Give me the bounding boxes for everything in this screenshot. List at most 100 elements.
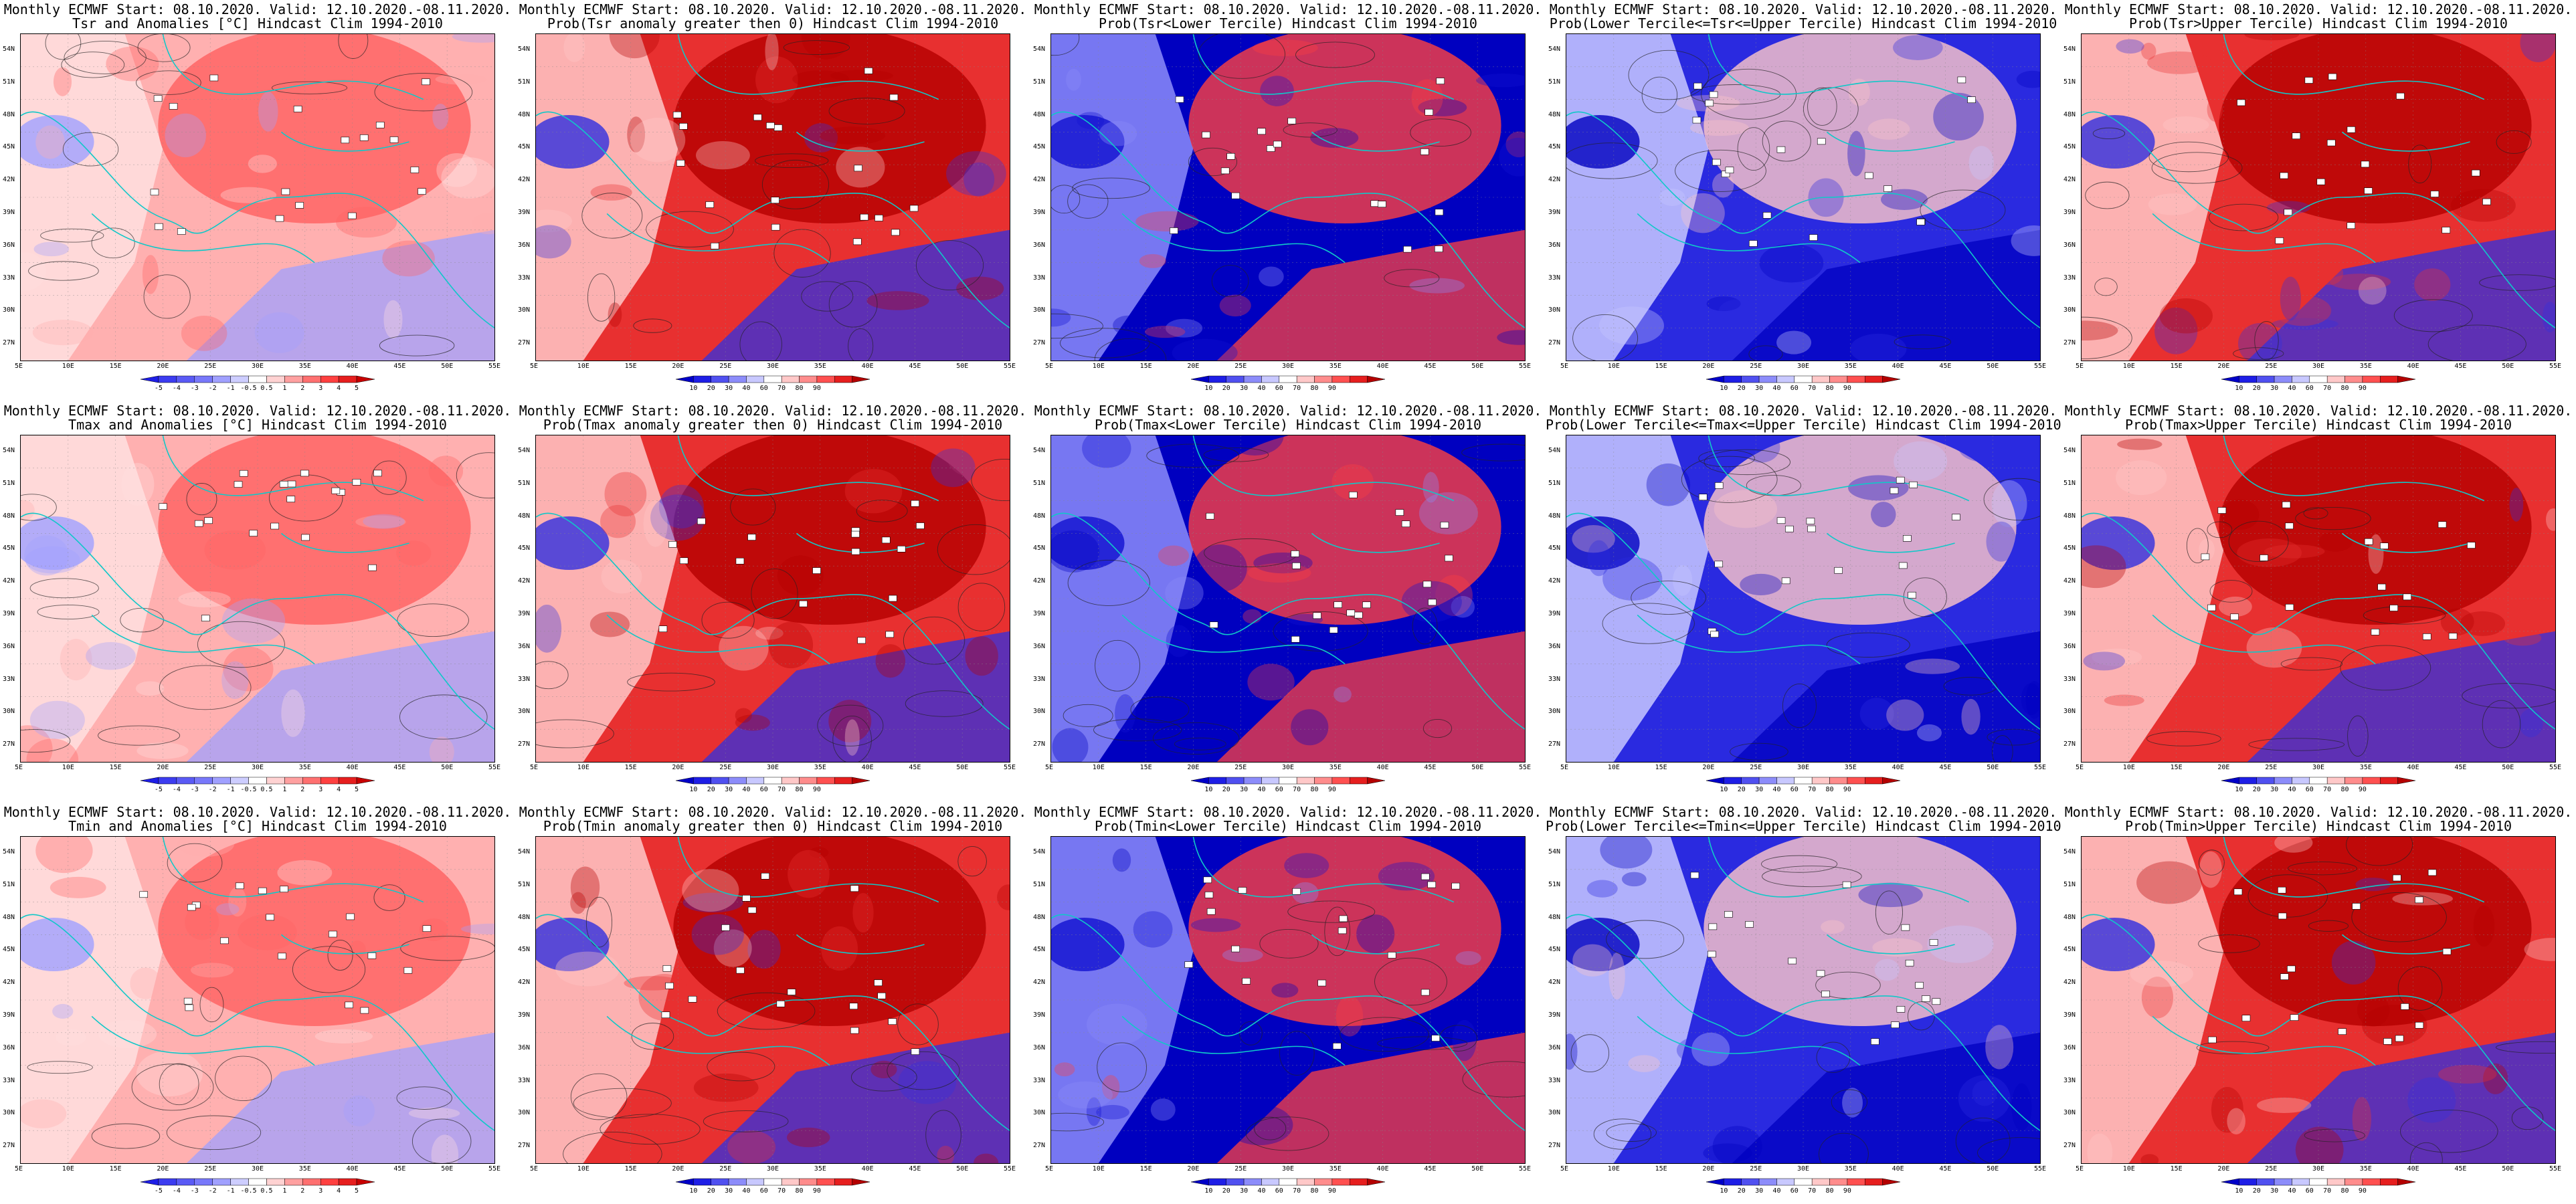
lon-tick-label: 15E (1655, 1165, 1667, 1173)
prob-colorbar-label: 30 (1755, 385, 1763, 392)
panel-title-line1: Monthly ECMWF Start: 08.10.2020. Valid: … (3, 804, 512, 820)
prob-colorbar-label: 10 (2235, 1187, 2243, 1195)
prob-colorbar-label: 30 (2270, 385, 2278, 392)
prob-colorbar-swatch (834, 375, 852, 383)
lon-tick-label: 40E (861, 363, 874, 370)
prob-colorbar-label: 40 (1772, 385, 1780, 392)
lat-tick-label: 54N (1548, 848, 1561, 856)
lon-tick-label: 15E (624, 764, 637, 771)
prob-colorbar-label: 60 (760, 1187, 768, 1195)
lon-tick-label: 20E (157, 363, 169, 370)
lat-tick-label: 33N (1033, 274, 1046, 282)
lat-tick-label: 27N (2063, 740, 2076, 748)
lon-tick-label: 25E (719, 764, 732, 771)
lat-tick-label: 27N (1033, 740, 1046, 748)
prob-colorbar-swatch (834, 1178, 852, 1186)
panel-title-line2: Prob(Lower Tercile<=Tsr<=Upper Tercile) … (1549, 15, 2057, 31)
lon-tick-label: 50E (956, 363, 969, 370)
map-canvas (1050, 836, 1526, 1164)
prob-colorbar-swatch (763, 777, 782, 785)
lon-tick-label: 55E (488, 764, 501, 771)
prob-colorbar-swatch (1811, 375, 1830, 383)
prob-colorbar-swatch (1724, 777, 1742, 785)
prob-colorbar-swatch (763, 1178, 782, 1186)
lon-tick-label: 20E (1187, 1165, 1200, 1173)
anom-colorbar-swatch (356, 375, 375, 383)
lon-tick-label: 5E (530, 764, 539, 771)
lon-tick-label: 50E (1471, 363, 1484, 370)
anom-colorbar-label: 3 (318, 1187, 323, 1195)
anom-colorbar-label: -2 (209, 786, 217, 793)
prob-colorbar-label: 60 (2306, 385, 2314, 392)
prob-colorbar-swatch (675, 375, 694, 383)
lon-tick-label: 15E (109, 1165, 122, 1173)
lat-tick-label: 30N (1033, 1109, 1046, 1117)
prob-colorbar-swatch (2362, 1178, 2381, 1186)
prob-colorbar-swatch (1865, 375, 1883, 383)
anom-colorbar-swatch (248, 1178, 267, 1186)
lat-tick-label: 36N (518, 241, 531, 249)
anom-colorbar-label: -0.5 (240, 385, 256, 392)
prob-colorbar-swatch (2397, 777, 2416, 785)
map-canvas (535, 33, 1010, 361)
prob-colorbar-label: 40 (2288, 385, 2296, 392)
lon-tick-label: 40E (1376, 764, 1389, 771)
lat-tick-label: 30N (1548, 1109, 1561, 1117)
anom-colorbar-svg: -5 -4 -3 -2 -1 -0.5 0.5 1 2 3 4 5 (140, 1178, 375, 1195)
lat-tick-label: 36N (518, 1043, 531, 1051)
lon-tick-label: 40E (346, 1165, 359, 1173)
lon-tick-label: 15E (1139, 764, 1152, 771)
lon-tick-label: 10E (62, 1165, 74, 1173)
panel-title-line2: Prob(Tsr>Upper Tercile) Hindcast Clim 19… (2129, 15, 2508, 31)
prob-colorbar-label: 70 (1293, 786, 1301, 793)
map-canvas (1050, 33, 1526, 361)
lon-tick-label: 50E (441, 1165, 454, 1173)
map-panel: Monthly ECMWF Start: 08.10.2020. Valid: … (515, 0, 1030, 401)
lat-tick-label: 33N (1033, 1076, 1046, 1084)
lon-tick-label: 40E (346, 764, 359, 771)
lat-tick-label: 33N (518, 274, 531, 282)
prob-colorbar-swatch (1350, 777, 1368, 785)
anom-colorbar-swatch (158, 1178, 177, 1186)
prob-colorbar-swatch (2380, 1178, 2398, 1186)
prob-colorbar-swatch (1724, 375, 1742, 383)
prob-colorbar-swatch (1226, 1178, 1245, 1186)
lon-tick-label: 5E (2076, 363, 2084, 370)
prob-colorbar-swatch (1190, 375, 1209, 383)
lat-tick-label: 45N (1033, 946, 1046, 954)
prob-colorbar-swatch (1243, 375, 1262, 383)
prob-colorbar-swatch (1261, 375, 1280, 383)
lat-tick-label: 36N (518, 642, 531, 650)
prob-colorbar-swatch (816, 777, 835, 785)
prob-colorbar-label: 10 (689, 786, 697, 793)
lat-tick-label: 39N (518, 1011, 531, 1019)
prob-colorbar-swatch (711, 375, 729, 383)
lon-tick-label: 35E (298, 1165, 311, 1173)
lon-tick-label: 10E (1607, 764, 1620, 771)
prob-colorbar-label: 30 (1240, 1187, 1248, 1195)
prob-colorbar-label: 70 (1808, 1187, 1816, 1195)
anom-colorbar-label: 5 (355, 786, 359, 793)
colorbar: -5 -4 -3 -2 -1 -0.5 0.5 1 2 3 4 5 (140, 777, 375, 793)
prob-colorbar-swatch (675, 777, 694, 785)
anom-colorbar-swatch (266, 375, 285, 383)
prob-colorbar-swatch (1829, 777, 1848, 785)
lat-tick-label: 51N (1033, 479, 1046, 487)
map-panel: Monthly ECMWF Start: 08.10.2020. Valid: … (1030, 803, 1546, 1204)
anom-colorbar-label: 1 (282, 786, 286, 793)
map-canvas (1566, 435, 2041, 763)
lon-tick-label: 10E (1092, 1165, 1105, 1173)
prob-colorbar-label: 40 (1772, 786, 1780, 793)
lat-tick-label: 42N (518, 176, 531, 184)
lat-tick-label: 45N (2063, 946, 2076, 954)
lat-tick-label: 30N (2063, 306, 2076, 314)
lat-tick-label: 45N (1548, 946, 1561, 954)
lon-tick-label: 40E (2407, 764, 2419, 771)
lat-tick-label: 45N (3, 544, 15, 553)
lat-tick-label: 51N (518, 479, 531, 487)
lon-tick-label: 35E (1329, 764, 1342, 771)
lon-tick-label: 10E (62, 363, 74, 370)
lon-tick-label: 55E (2034, 1165, 2047, 1173)
lat-tick-label: 45N (1033, 143, 1046, 151)
